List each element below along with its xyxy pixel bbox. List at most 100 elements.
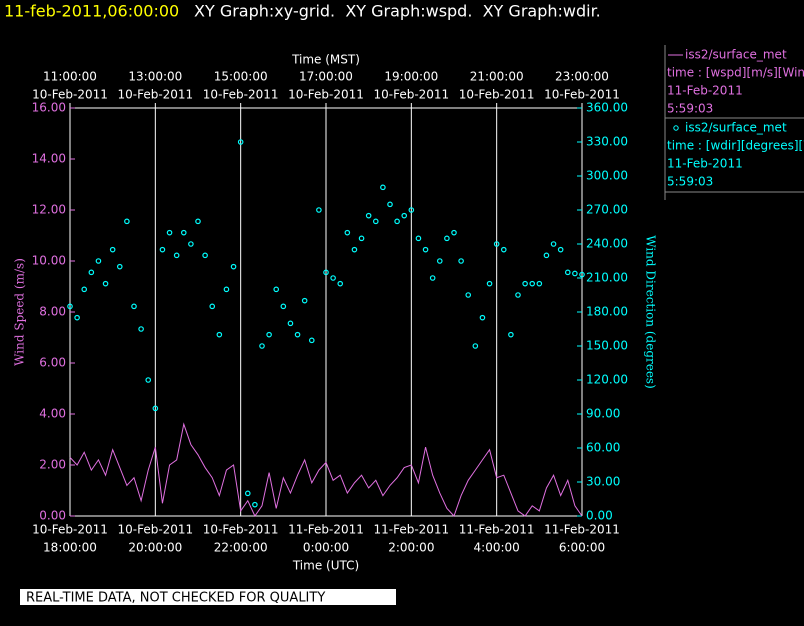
- y2-tick-label: 90.00: [586, 407, 620, 421]
- direction-point: [237, 139, 244, 145]
- legend-detail: 5:59:03: [667, 175, 713, 189]
- y-tick-label: 10.00: [32, 254, 66, 268]
- y2-tick-label: 270.00: [586, 203, 628, 217]
- direction-point: [173, 252, 180, 259]
- x-tick-label: 22:00:00: [214, 541, 268, 555]
- x-tick-label: 4:00:00: [474, 541, 520, 555]
- direction-point: [529, 280, 536, 287]
- direction-point: [166, 229, 173, 236]
- direction-point: [124, 218, 130, 225]
- direction-point: [67, 303, 73, 310]
- x-top-tick-label: 21:00:00: [470, 70, 524, 84]
- direction-point: [266, 331, 272, 338]
- direction-point: [159, 246, 166, 253]
- direction-point: [152, 405, 159, 412]
- direction-point: [244, 490, 251, 497]
- direction-point: [436, 258, 443, 264]
- direction-point: [486, 280, 493, 287]
- direction-point: [351, 246, 358, 253]
- direction-point: [472, 343, 479, 349]
- legend-detail: time : [wspd][m/s][Wind: [667, 66, 804, 80]
- direction-point: [372, 218, 379, 225]
- direction-point: [202, 252, 208, 259]
- y2-tick-label: 300.00: [586, 169, 628, 183]
- y-tick-label: 6.00: [39, 356, 66, 370]
- x-tick-label: 10-Feb-2011: [203, 523, 279, 537]
- direction-point: [557, 246, 564, 253]
- direction-point: [273, 286, 280, 293]
- x-tick-label: 2:00:00: [388, 541, 434, 555]
- direction-point: [216, 331, 223, 338]
- y-tick-label: 14.00: [32, 152, 66, 166]
- y2-tick-label: 360.00: [586, 101, 628, 115]
- x-top-tick-label: 13:00:00: [128, 70, 182, 84]
- direction-point: [479, 314, 486, 321]
- direction-point: [401, 212, 408, 219]
- x-tick-label: 10-Feb-2011: [32, 523, 108, 537]
- direction-point: [380, 184, 386, 191]
- direction-point: [330, 275, 336, 281]
- legend-label: iss2/surface_met: [685, 121, 787, 135]
- y-tick-label: 8.00: [39, 305, 66, 319]
- direction-point: [451, 229, 457, 236]
- direction-point: [515, 292, 521, 298]
- direction-point: [109, 246, 116, 253]
- direction-point: [465, 292, 472, 298]
- title-time: 11-feb-2011,06:00:00: [4, 2, 179, 21]
- direction-point: [337, 280, 344, 287]
- x-tick-label: 0:00:00: [303, 541, 349, 555]
- direction-point: [301, 297, 308, 304]
- x-tick-label: 11-Feb-2011: [459, 523, 535, 537]
- y2-tick-label: 30.00: [586, 475, 620, 489]
- y2-tick-label: 330.00: [586, 135, 628, 149]
- direction-point: [230, 263, 237, 270]
- y-axis-title: Wind Speed (m/s): [13, 258, 27, 366]
- y-tick-label: 2.00: [39, 458, 66, 472]
- x-top-tick-label: 10-Feb-2011: [459, 88, 535, 102]
- x-tick-label: 6:00:00: [559, 541, 605, 555]
- direction-point: [180, 229, 187, 236]
- x-top-tick-label: 10-Feb-2011: [32, 88, 108, 102]
- x-top-tick-label: 19:00:00: [384, 70, 438, 84]
- direction-point: [422, 246, 429, 253]
- y2-tick-label: 240.00: [586, 237, 628, 251]
- legend-label: iss2/surface_met: [685, 48, 787, 62]
- legend-detail: time : [wdir][degrees][W: [667, 139, 804, 153]
- y2-tick-label: 0.00: [586, 509, 613, 523]
- x-tick-label: 10-Feb-2011: [117, 523, 193, 537]
- direction-point: [287, 320, 294, 327]
- x-top-tick-label: 11:00:00: [43, 70, 97, 84]
- direction-point: [138, 326, 144, 332]
- y2-tick-label: 120.00: [586, 373, 628, 387]
- direction-point: [387, 201, 393, 208]
- chart-title: XY Graph:xy-grid. XY Graph:wspd. XY Grap…: [194, 2, 601, 21]
- direction-point: [308, 337, 315, 344]
- x-top-tick-label: 17:00:00: [299, 70, 353, 84]
- footer-box: [20, 589, 396, 605]
- direction-point: [223, 286, 230, 293]
- x-tick-label: 20:00:00: [128, 541, 182, 555]
- direction-point: [550, 241, 557, 247]
- direction-point: [252, 501, 258, 508]
- direction-point: [572, 270, 578, 277]
- direction-point: [579, 271, 585, 278]
- direction-point: [344, 229, 351, 236]
- x-top-tick-label: 23:00:00: [555, 70, 609, 84]
- direction-point: [145, 377, 152, 383]
- direction-point: [458, 258, 464, 264]
- x-top-tick-label: 10-Feb-2011: [373, 88, 449, 102]
- direction-point: [280, 303, 287, 310]
- direction-point: [408, 207, 415, 213]
- y2-axis-title: Wind Direction (degrees): [644, 235, 658, 389]
- direction-point: [131, 303, 137, 310]
- x-tick-label: 11-Feb-2011: [288, 523, 364, 537]
- x-tick-label: 18:00:00: [43, 541, 97, 555]
- direction-point: [88, 269, 95, 276]
- direction-point: [188, 241, 194, 247]
- direction-point: [444, 235, 450, 242]
- x-tick-label: 11-Feb-2011: [373, 523, 449, 537]
- direction-point: [394, 218, 400, 225]
- x-tick-label: 11-Feb-2011: [544, 523, 620, 537]
- direction-point: [429, 275, 436, 281]
